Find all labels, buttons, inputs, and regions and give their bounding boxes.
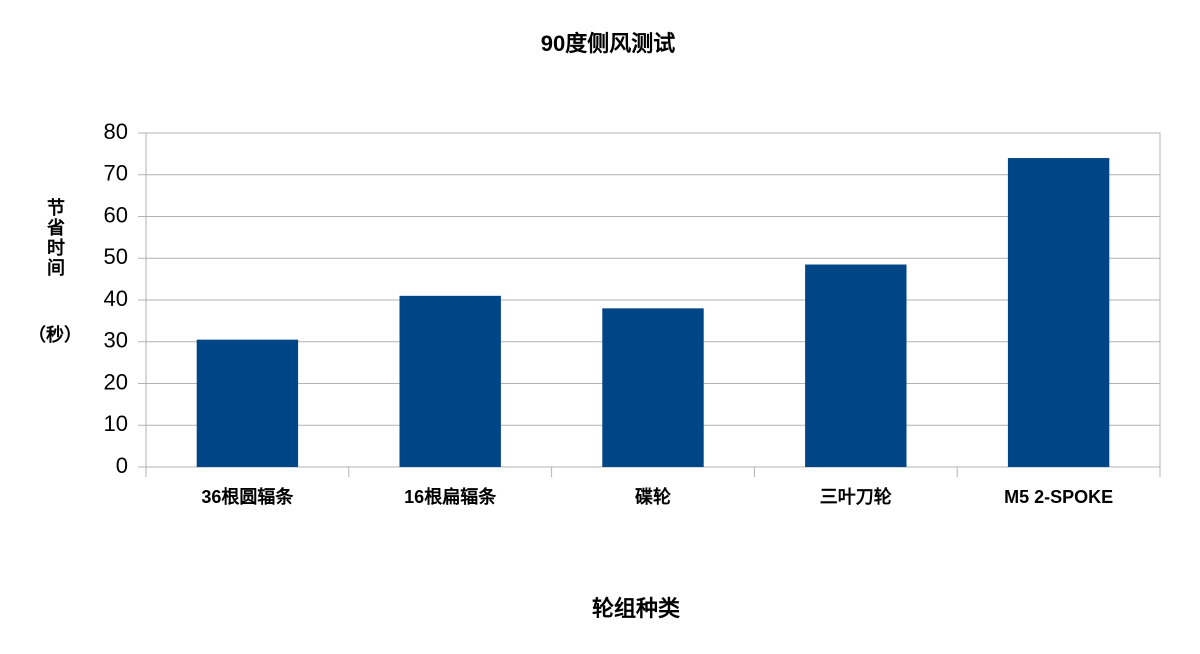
- bar: [602, 308, 704, 467]
- x-tick-label: 三叶刀轮: [820, 486, 892, 507]
- bar: [1007, 158, 1110, 468]
- y-tick-label: 70: [104, 161, 128, 186]
- bar: [805, 264, 907, 467]
- y-axis-title: 节省时间: [45, 198, 65, 278]
- x-tick-label: 36根圆辐条: [201, 486, 294, 507]
- y-tick-label: 80: [104, 119, 128, 144]
- y-tick-label: 10: [104, 411, 128, 436]
- y-tick-label: 40: [104, 286, 128, 311]
- y-axis-unit: （秒）: [28, 325, 82, 345]
- x-tick-label: 碟轮: [635, 486, 671, 507]
- y-tick-label: 60: [104, 202, 128, 227]
- bar: [399, 295, 501, 467]
- y-tick-label: 0: [116, 453, 128, 478]
- y-tick-label: 50: [104, 244, 128, 269]
- x-axis-title: 轮组种类: [592, 596, 681, 621]
- y-tick-label: 20: [104, 369, 128, 394]
- x-tick-label: M5 2-SPOKE: [1004, 487, 1113, 507]
- bar: [196, 339, 299, 467]
- chart-title: 90度侧风测试: [541, 31, 675, 56]
- y-tick-label: 30: [104, 328, 128, 353]
- x-tick-label: 16根扁辐条: [404, 486, 497, 507]
